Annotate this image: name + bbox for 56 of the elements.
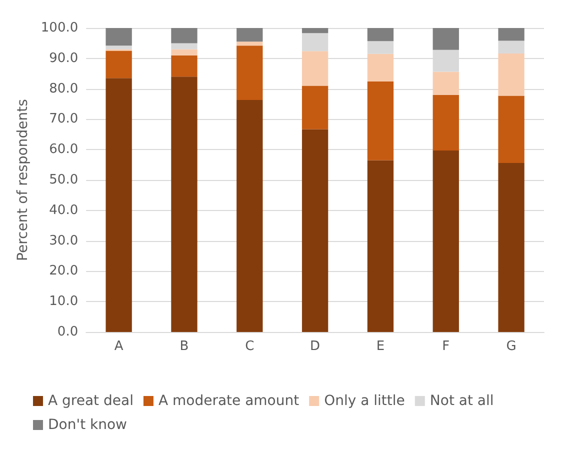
bar bbox=[498, 162, 524, 332]
y-tick-label: 80.0 bbox=[49, 81, 78, 96]
bar bbox=[367, 160, 394, 332]
bar bbox=[236, 42, 263, 46]
bar bbox=[498, 54, 524, 96]
bar bbox=[367, 41, 394, 54]
bar bbox=[302, 33, 328, 52]
legend-label: A moderate amount bbox=[158, 393, 300, 409]
bar bbox=[302, 51, 328, 86]
y-tick-label: 70.0 bbox=[49, 112, 78, 127]
y-tick-label: 60.0 bbox=[49, 142, 78, 158]
y-tick-label: 20.0 bbox=[49, 264, 78, 279]
x-tick-label: F bbox=[442, 339, 450, 354]
bar bbox=[236, 28, 263, 42]
x-tick-label: E bbox=[376, 339, 385, 354]
bar bbox=[171, 49, 198, 56]
y-tick-label: 30.0 bbox=[49, 233, 78, 248]
bar bbox=[302, 129, 328, 332]
y-tick-label: 10.0 bbox=[49, 294, 78, 310]
bar bbox=[432, 94, 459, 151]
bar bbox=[302, 28, 328, 34]
bar bbox=[498, 96, 524, 163]
bar bbox=[106, 28, 132, 46]
bar bbox=[432, 72, 459, 95]
y-tick-label: 90.0 bbox=[49, 50, 78, 66]
y-tick-label: 50.0 bbox=[49, 172, 78, 188]
y-axis-title: Percent of respondents bbox=[15, 99, 31, 261]
x-tick-label: C bbox=[245, 339, 254, 354]
bar bbox=[498, 40, 524, 54]
y-tick-label: 40.0 bbox=[49, 202, 78, 218]
x-tick-label: G bbox=[506, 339, 516, 354]
bar bbox=[171, 76, 198, 332]
y-tick-label: 100.0 bbox=[40, 20, 78, 36]
bar bbox=[106, 46, 132, 50]
bar bbox=[432, 150, 459, 332]
bar bbox=[432, 28, 459, 50]
bar bbox=[367, 82, 394, 160]
legend-label: Don't know bbox=[48, 417, 128, 433]
bar bbox=[171, 55, 198, 77]
legend-label: Only a little bbox=[324, 393, 405, 409]
bar bbox=[171, 43, 198, 50]
bar bbox=[106, 78, 132, 332]
legend-label: Not at all bbox=[430, 393, 494, 409]
bar bbox=[236, 100, 263, 332]
x-tick-label: B bbox=[180, 339, 189, 354]
bar bbox=[498, 28, 524, 41]
bar bbox=[367, 54, 394, 82]
bar bbox=[171, 28, 198, 44]
bar bbox=[236, 46, 263, 100]
x-tick-label: A bbox=[114, 339, 124, 354]
bar bbox=[106, 50, 132, 78]
bar bbox=[302, 86, 328, 130]
bar bbox=[367, 28, 394, 42]
x-tick-label: D bbox=[310, 339, 320, 354]
y-tick-label: 0.0 bbox=[57, 324, 78, 340]
legend-label: A great deal bbox=[48, 393, 134, 409]
